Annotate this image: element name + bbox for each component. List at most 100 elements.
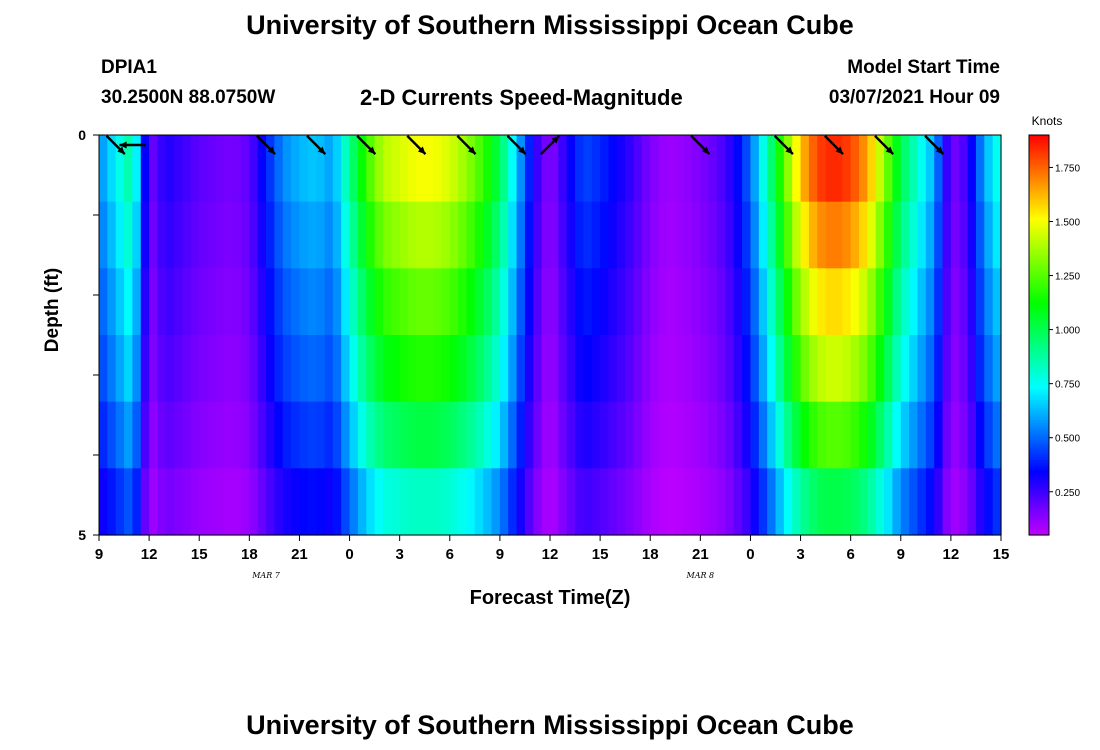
heatmap-cell — [550, 468, 559, 536]
heatmap-cell — [641, 468, 651, 536]
heatmap-cell — [591, 335, 601, 403]
heatmap-cell — [391, 201, 401, 269]
heatmap-cell — [758, 468, 768, 536]
heatmap-cell — [408, 135, 417, 203]
heatmap-cell — [892, 268, 902, 336]
heatmap-cell — [249, 268, 259, 336]
heatmap-cell — [491, 201, 501, 269]
colorbar-segment — [1029, 192, 1049, 196]
heatmap-cell — [950, 268, 960, 336]
heatmap-cell — [524, 201, 534, 269]
model-start-label: Model Start Time — [847, 57, 1000, 78]
colorbar-segment — [1029, 280, 1049, 284]
colorbar-segment — [1029, 425, 1049, 429]
heatmap-cell — [483, 401, 493, 469]
heatmap-cell — [666, 335, 676, 403]
heatmap-cell — [541, 401, 551, 469]
current-vector-head — [119, 141, 127, 149]
heatmap-cell — [675, 201, 685, 269]
heatmap-cell — [691, 335, 701, 403]
heatmap-cell — [433, 268, 443, 336]
heatmap-cell — [232, 335, 242, 403]
colorbar-segment — [1029, 330, 1049, 334]
heatmap-cell — [433, 335, 443, 403]
heatmap-cell — [541, 268, 551, 336]
heatmap-cell — [808, 401, 818, 469]
colorbar-segment — [1029, 335, 1049, 339]
heatmap-cell — [583, 335, 593, 403]
colorbar-segment — [1029, 472, 1049, 476]
heatmap-cell — [382, 468, 392, 536]
heatmap-cell — [157, 401, 167, 469]
colorbar: 1.750 1.500 1.250 1.000 0.750 0.500 0.250 — [1028, 134, 1080, 536]
heatmap-cell — [775, 335, 785, 403]
heatmap-cell — [449, 201, 459, 269]
heatmap-cell — [483, 135, 493, 203]
heatmap-cell — [625, 335, 635, 403]
heatmap-cell — [583, 135, 593, 203]
heatmap-cell — [783, 135, 793, 203]
heatmap-cell — [817, 201, 827, 269]
heatmap-cell — [374, 468, 384, 536]
heatmap-cell — [483, 201, 493, 269]
heatmap-cell — [666, 468, 676, 536]
heatmap-cell — [808, 468, 818, 536]
heatmap-cell — [992, 135, 1002, 203]
heatmap-cell — [650, 468, 660, 536]
heatmap-cell — [984, 335, 994, 403]
heatmap-cell — [984, 468, 994, 536]
heatmap-cell — [767, 335, 777, 403]
heatmap-cell — [524, 335, 534, 403]
heatmap-cell — [633, 135, 643, 203]
colorbar-segment — [1029, 245, 1049, 249]
colorbar-segment — [1029, 185, 1049, 189]
speed-heatmap — [99, 135, 1002, 536]
heatmap-cell — [107, 468, 117, 536]
heatmap-cell — [775, 468, 785, 536]
colorbar-segment — [1029, 300, 1049, 304]
heatmap-cell — [433, 135, 443, 203]
heatmap-cell — [332, 201, 342, 269]
heatmap-cell — [575, 268, 585, 336]
heatmap-cell — [892, 468, 902, 536]
heatmap-cell — [424, 135, 434, 203]
heatmap-cell — [399, 135, 409, 203]
heatmap-cell — [825, 135, 835, 203]
heatmap-cell — [441, 135, 451, 203]
heatmap-cell — [833, 468, 843, 536]
heatmap-cell — [232, 268, 242, 336]
heatmap-cell — [909, 401, 919, 469]
colorbar-segment — [1029, 252, 1049, 256]
heatmap-cell — [575, 335, 585, 403]
heatmap-cell — [616, 135, 626, 203]
heatmap-cell — [257, 401, 267, 469]
heatmap-cell — [224, 201, 234, 269]
station-coordinates: 30.2500N 88.0750W — [101, 87, 276, 108]
colorbar-segment — [1029, 375, 1049, 379]
heatmap-cell — [491, 401, 501, 469]
x-tick-label: 0 — [345, 546, 353, 563]
heatmap-cell — [992, 335, 1002, 403]
heatmap-cell — [474, 335, 484, 403]
heatmap-cell — [190, 335, 200, 403]
heatmap-cell — [917, 335, 927, 403]
heatmap-cell — [900, 268, 910, 336]
heatmap-cell — [867, 401, 877, 469]
heatmap-cell — [99, 401, 108, 469]
heatmap-cell — [950, 201, 960, 269]
heatmap-cell — [224, 335, 234, 403]
colorbar-segment — [1029, 217, 1049, 221]
heatmap-cell — [416, 201, 426, 269]
heatmap-cell — [917, 135, 927, 203]
colorbar-frame — [1028, 134, 1050, 536]
page-footer-title: University of Southern Mississippi Ocean… — [246, 710, 854, 740]
heatmap-cell — [575, 401, 585, 469]
colorbar-segment — [1029, 175, 1049, 179]
heatmap-cell — [842, 335, 852, 403]
colorbar-segment — [1029, 235, 1049, 239]
heatmap-cell — [942, 268, 952, 336]
heatmap-cell — [433, 401, 443, 469]
colorbar-segment — [1029, 440, 1049, 444]
heatmap-cell — [424, 401, 434, 469]
heatmap-cell — [725, 135, 735, 203]
